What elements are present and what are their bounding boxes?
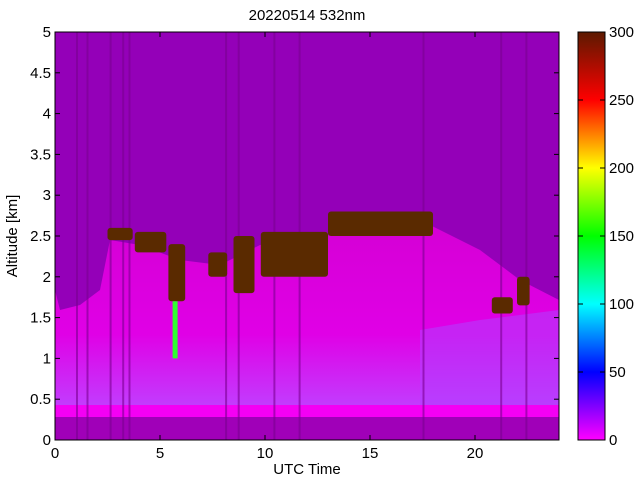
colorbar-tick-label: 200 <box>609 160 634 177</box>
y-tick-label: 4.5 <box>30 65 51 82</box>
cloud-layer-segment <box>517 276 530 306</box>
signal-streak <box>76 32 78 440</box>
cloud-layer-segment <box>168 244 186 302</box>
y-tick-label: 2 <box>43 269 51 286</box>
y-tick-label: 2.5 <box>30 228 51 245</box>
cloud-layer-segment <box>208 252 228 277</box>
cloud-layer-segment <box>260 231 328 277</box>
x-tick-label: 20 <box>467 445 484 462</box>
x-tick-label: 15 <box>362 445 379 462</box>
y-tick-label: 0 <box>43 432 51 449</box>
y-tick-label: 0.5 <box>30 391 51 408</box>
colorbar-tick-label: 0 <box>609 432 617 449</box>
signal-streak <box>86 32 89 440</box>
high-backscatter-plume <box>172 301 178 359</box>
x-tick-label: 0 <box>51 445 59 462</box>
chart-title: 20220514 532nm <box>249 7 366 24</box>
surface-dark-band <box>55 417 559 440</box>
signal-streak <box>525 32 528 440</box>
signal-streak <box>225 32 228 440</box>
y-axis-label: Altitude [km] <box>4 195 21 278</box>
cloud-layer-segment <box>491 297 513 314</box>
y-tick-label: 4 <box>43 106 51 123</box>
y-tick-label: 3 <box>43 187 51 204</box>
cloud-layer-segment <box>134 231 167 253</box>
x-axis-label: UTC Time <box>273 461 341 478</box>
y-tick-label: 1.5 <box>30 310 51 327</box>
cloud-layer-segment <box>328 211 433 236</box>
colorbar-tick-label: 100 <box>609 296 634 313</box>
surface-boundary-band <box>55 405 559 417</box>
cloud-layer-segment <box>233 236 255 294</box>
plot-area <box>55 32 559 440</box>
y-tick-label: 5 <box>43 24 51 41</box>
colorbar-tick-label: 250 <box>609 92 634 109</box>
colorbar-tick-label: 150 <box>609 228 634 245</box>
x-tick-label: 10 <box>257 445 274 462</box>
x-tick-label: 5 <box>156 445 164 462</box>
colorbar-tick-label: 50 <box>609 364 626 381</box>
colorbar-tick-label: 300 <box>609 24 634 41</box>
signal-streak <box>500 32 503 440</box>
y-tick-label: 3.5 <box>30 146 51 163</box>
low-signal-region <box>420 310 559 405</box>
y-tick-label: 1 <box>43 350 51 367</box>
cloud-layer-segment <box>107 227 133 241</box>
